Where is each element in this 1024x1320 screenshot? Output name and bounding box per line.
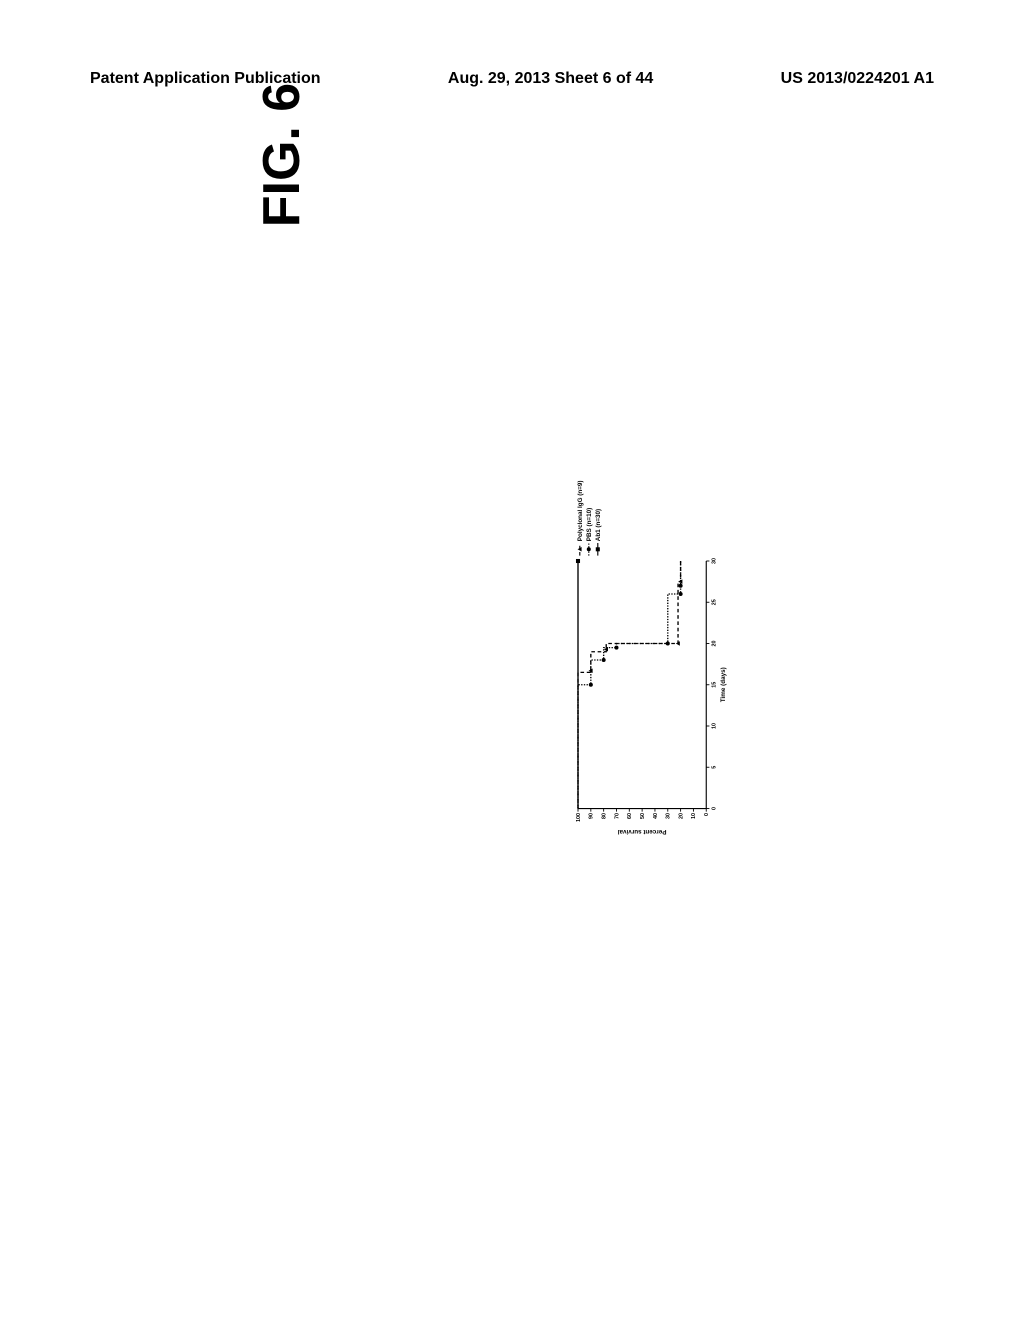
header-right: US 2013/0224201 A1 <box>781 70 934 88</box>
figure-wrapper: FIG. 6 051015202530010203040506070809010… <box>160 260 860 1060</box>
svg-text:90: 90 <box>589 813 595 819</box>
svg-text:5: 5 <box>711 766 717 769</box>
svg-text:20: 20 <box>711 641 717 647</box>
svg-text:Polyclonal IgG (n=9): Polyclonal IgG (n=9) <box>577 480 584 541</box>
page-header: Patent Application Publication Aug. 29, … <box>90 70 934 88</box>
survival-chart: 0 5 10 15 20 25 30 0 10 20 30 40 50 60 70 80 90 100 Time (… <box>250 480 1024 840</box>
header-center: Aug. 29, 2013 Sheet 6 of 44 <box>448 70 653 88</box>
svg-text:Percent survival: Percent survival <box>618 828 667 835</box>
svg-text:40: 40 <box>653 813 659 819</box>
svg-text:70: 70 <box>614 813 620 819</box>
chart-area: 0 5 10 15 20 25 30 0 10 20 30 40 50 60 70 80 90 100 Time (… <box>250 480 1024 840</box>
svg-text:10: 10 <box>711 723 717 729</box>
svg-text:30: 30 <box>666 813 672 819</box>
svg-text:25: 25 <box>711 599 717 605</box>
figure-title: FIG. 6 <box>252 83 312 227</box>
svg-text:100: 100 <box>576 813 582 822</box>
svg-text:80: 80 <box>601 813 607 819</box>
svg-text:PBS (n=10): PBS (n=10) <box>586 508 593 541</box>
svg-text:30: 30 <box>711 558 717 564</box>
svg-text:10: 10 <box>691 813 697 819</box>
svg-text:15: 15 <box>711 682 717 688</box>
svg-text:0: 0 <box>711 807 717 810</box>
svg-text:0: 0 <box>704 813 710 816</box>
svg-text:Time (days): Time (days) <box>720 667 727 702</box>
svg-text:20: 20 <box>678 813 684 819</box>
svg-text:60: 60 <box>627 813 633 819</box>
svg-text:50: 50 <box>640 813 646 819</box>
svg-text:Ab1 (n=30): Ab1 (n=30) <box>595 509 602 541</box>
